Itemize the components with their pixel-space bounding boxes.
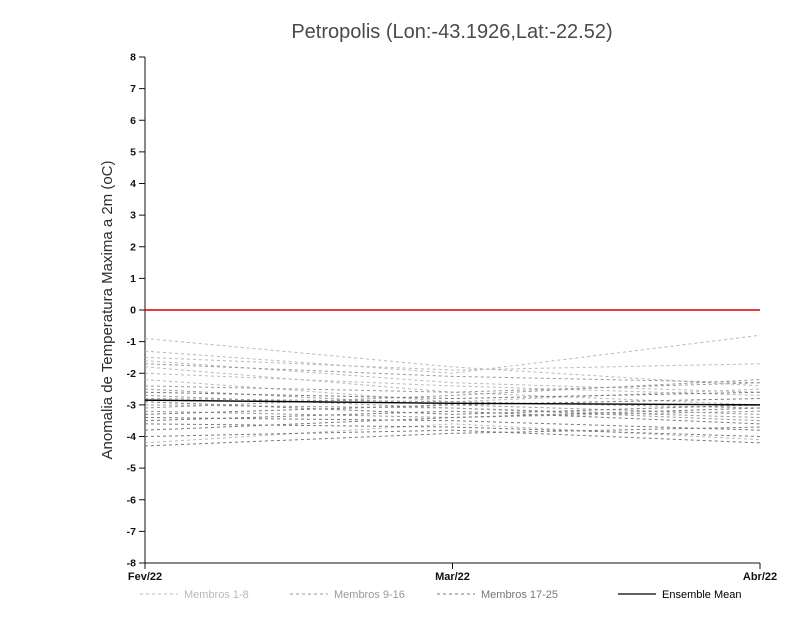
member-line: [144, 334, 761, 374]
x-tick-label: Mar/22: [435, 571, 470, 583]
y-tick-label: -8: [127, 558, 136, 570]
y-tick-label: 0: [130, 305, 136, 317]
plot-layer: -8 -7 -6 -5 -4 -3 -2 -1 0 1 2 3 4 5 6 7 8 Fev/22 Mar/22 Abr…: [127, 52, 777, 584]
y-tick-label: -6: [127, 494, 136, 506]
y-tick-label: -5: [127, 463, 136, 475]
member-line: [144, 382, 761, 393]
y-tick-label: -1: [127, 336, 136, 348]
y-tick-label: 3: [130, 210, 136, 222]
member-line: [144, 379, 761, 409]
member-line: [144, 363, 761, 384]
member-line: [144, 398, 761, 409]
y-tick-label: -3: [127, 399, 136, 411]
member-line: [144, 372, 761, 396]
member-line: [144, 423, 761, 444]
member-line: [144, 417, 761, 431]
y-tick-label: 6: [130, 115, 136, 127]
y-tick-label: 8: [130, 52, 136, 64]
legend: Membros 1-8 Membros 9-16 Membros 17-25 E…: [140, 589, 742, 601]
y-tick-label: 1: [130, 273, 136, 285]
member-line: [144, 410, 761, 425]
member-line: [144, 398, 761, 415]
member-line: [144, 401, 761, 415]
member-line: [144, 426, 761, 447]
member-line: [144, 407, 761, 431]
y-tick-label: -4: [127, 431, 136, 443]
chart-title: Petropolis (Lon:-43.1926,Lat:-22.52): [291, 21, 612, 43]
member-line: [144, 429, 761, 444]
member-line: [144, 391, 761, 400]
ensemble-mean-line: [144, 399, 761, 406]
y-tick-label: -2: [127, 368, 136, 380]
legend-label-membros-9-16: Membros 9-16: [334, 589, 405, 601]
legend-label-ensemble-mean: Ensemble Mean: [662, 589, 742, 601]
member-line: [144, 356, 761, 371]
y-tick-label: 4: [130, 178, 136, 190]
y-tick-label: -7: [127, 526, 136, 538]
x-tick-label: Fev/22: [128, 571, 162, 583]
legend-label-membros-17-25: Membros 17-25: [481, 589, 558, 601]
y-tick-label: 5: [130, 146, 136, 158]
y-tick-label: 2: [130, 241, 136, 253]
member-line: [144, 423, 761, 437]
y-axis-label: Anomalia de Temperatura Maxima a 2m (oC): [99, 160, 116, 459]
member-line: [144, 337, 761, 387]
x-tick-label: Abr/22: [743, 571, 777, 583]
legend-label-membros-1-8: Membros 1-8: [184, 589, 249, 601]
y-tick-label: 7: [130, 83, 136, 95]
